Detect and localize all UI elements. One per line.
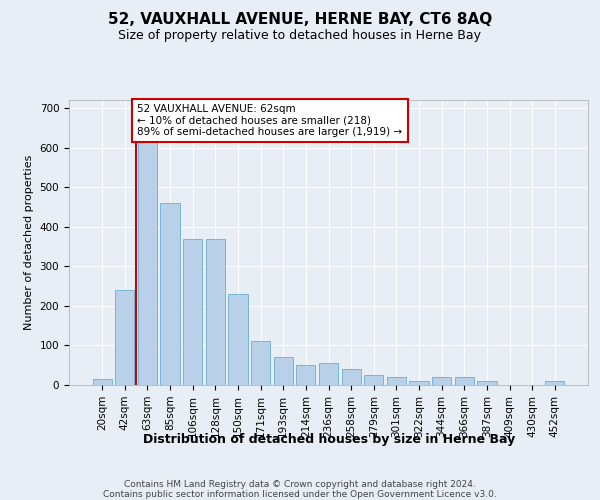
Bar (432, 377, 451, 385)
Bar (229, 294, 248, 385)
Bar (341, 369, 361, 385)
Bar (387, 377, 406, 385)
Bar (364, 375, 383, 385)
Bar (274, 358, 293, 385)
Bar (251, 342, 270, 385)
Bar (183, 238, 202, 385)
Bar (92, 379, 112, 385)
Bar (455, 377, 474, 385)
Text: Contains HM Land Registry data © Crown copyright and database right 2024.
Contai: Contains HM Land Registry data © Crown c… (103, 480, 497, 500)
Bar (296, 365, 316, 385)
Bar (138, 128, 157, 385)
Text: 52, VAUXHALL AVENUE, HERNE BAY, CT6 8AQ: 52, VAUXHALL AVENUE, HERNE BAY, CT6 8AQ (108, 12, 492, 28)
Text: Distribution of detached houses by size in Herne Bay: Distribution of detached houses by size … (143, 432, 515, 446)
Text: Size of property relative to detached houses in Herne Bay: Size of property relative to detached ho… (119, 29, 482, 42)
Bar (477, 381, 497, 385)
Bar (319, 363, 338, 385)
Bar (545, 381, 565, 385)
Bar (409, 381, 428, 385)
Bar (115, 290, 134, 385)
Bar (206, 238, 225, 385)
Bar (160, 203, 180, 385)
Y-axis label: Number of detached properties: Number of detached properties (24, 155, 34, 330)
Text: 52 VAUXHALL AVENUE: 62sqm
← 10% of detached houses are smaller (218)
89% of semi: 52 VAUXHALL AVENUE: 62sqm ← 10% of detac… (137, 104, 403, 137)
